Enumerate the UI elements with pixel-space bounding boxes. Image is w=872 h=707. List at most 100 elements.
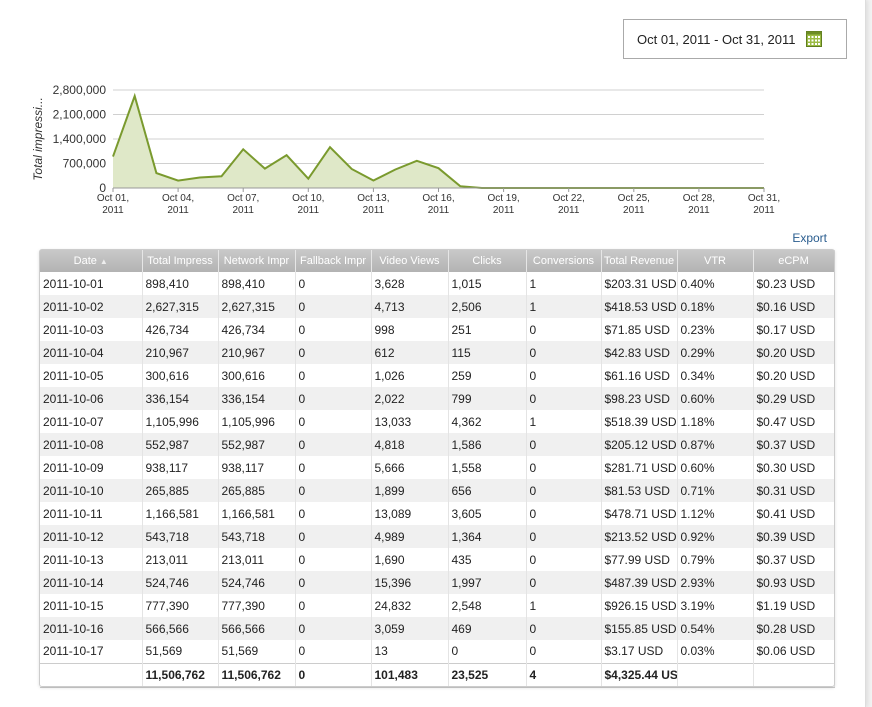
column-header-total-revenue[interactable]: Total Revenue <box>601 250 678 272</box>
table-cell: 4,989 <box>371 525 449 548</box>
column-header-date[interactable]: Date ▲ <box>40 250 143 272</box>
table-row[interactable]: 2011-10-14 524,746 524,746 0 15,396 1,997 0 $48… <box>40 571 835 594</box>
x-tick-label: Oct 10, <box>292 193 324 204</box>
column-header-label: Network Impr <box>223 255 290 267</box>
table-cell: $203.31 USD <box>601 272 678 295</box>
table-cell: 3,628 <box>371 272 449 295</box>
column-header-video-views[interactable]: Video Views <box>371 250 449 272</box>
table-cell: $0.20 USD <box>753 364 835 387</box>
table-row[interactable]: 2011-10-17 51,569 51,569 0 13 0 0 $3.17 USD 0.03… <box>40 640 835 663</box>
table-row[interactable]: 2011-10-11 1,166,581 1,166,581 0 13,089 3,605… <box>40 502 835 525</box>
sort-ascending-icon[interactable]: ▲ <box>99 257 108 266</box>
column-header-label: Fallback Impr <box>299 255 367 267</box>
totals-cell <box>753 662 835 688</box>
table-row[interactable]: 2011-10-03 426,734 426,734 0 998 251 0 $71.85 U… <box>40 318 835 341</box>
date-range-picker[interactable]: Oct 01, 2011 - Oct 31, 2011 <box>623 19 847 59</box>
table-row[interactable]: 2011-10-13 213,011 213,011 0 1,690 435 0 $77.99… <box>40 548 835 571</box>
table-cell: 0.87% <box>677 433 754 456</box>
column-header-clicks[interactable]: Clicks <box>448 250 527 272</box>
table-cell: 0.71% <box>677 479 754 502</box>
table-cell: 300,616 <box>218 364 296 387</box>
x-tick-label-year: 2011 <box>688 205 710 216</box>
table-cell: $0.16 USD <box>753 295 835 318</box>
table-cell: 435 <box>448 548 527 571</box>
table-row[interactable]: 2011-10-10 265,885 265,885 0 1,899 656 0 $81.53… <box>40 479 835 502</box>
table-row[interactable]: 2011-10-05 300,616 300,616 0 1,026 259 0 $61.16… <box>40 364 835 387</box>
table-cell: $0.28 USD <box>753 617 835 640</box>
table-cell: 2011-10-02 <box>40 295 143 318</box>
table-row[interactable]: 2011-10-01 898,410 898,410 0 3,628 1,015 1 $203… <box>40 272 835 295</box>
table-cell: 1.18% <box>677 410 754 433</box>
stats-table: Date ▲ Total Impress Network Impr Fallback I… <box>40 250 835 688</box>
table-cell: 0.03% <box>677 640 754 663</box>
table-cell: 0 <box>295 410 372 433</box>
table-cell: 612 <box>371 341 449 364</box>
table-cell: 1 <box>526 594 602 617</box>
totals-cell: 23,525 <box>448 662 527 688</box>
table-cell: 2011-10-05 <box>40 364 143 387</box>
table-cell: 0 <box>526 479 602 502</box>
table-row[interactable]: 2011-10-09 938,117 938,117 0 5,666 1,558 0 $281… <box>40 456 835 479</box>
table-cell: $0.41 USD <box>753 502 835 525</box>
table-row[interactable]: 2011-10-12 543,718 543,718 0 4,989 1,364 0 $213… <box>40 525 835 548</box>
table-cell: 898,410 <box>218 272 296 295</box>
table-cell: 2.93% <box>677 571 754 594</box>
x-tick-label-year: 2011 <box>167 205 189 216</box>
table-cell: $77.99 USD <box>601 548 678 571</box>
table-cell: 552,987 <box>218 433 296 456</box>
table-cell: $155.85 USD <box>601 617 678 640</box>
column-header-total-impress[interactable]: Total Impress <box>142 250 219 272</box>
table-row[interactable]: 2011-10-06 336,154 336,154 0 2,022 799 0 $98.23… <box>40 387 835 410</box>
table-cell: 2011-10-01 <box>40 272 143 295</box>
table-cell: $0.39 USD <box>753 525 835 548</box>
totals-cell <box>40 662 143 688</box>
table-row[interactable]: 2011-10-15 777,390 777,390 0 24,832 2,548 1 $92… <box>40 594 835 617</box>
column-header-conversions[interactable]: Conversions <box>526 250 602 272</box>
table-cell: $478.71 USD <box>601 502 678 525</box>
table-cell: $0.06 USD <box>753 640 835 663</box>
table-cell: $0.47 USD <box>753 410 835 433</box>
table-row[interactable]: 2011-10-04 210,967 210,967 0 612 115 0 $42.83 U… <box>40 341 835 364</box>
table-cell: 0 <box>295 479 372 502</box>
column-header-label: Total Revenue <box>603 255 675 267</box>
table-cell: $3.17 USD <box>601 640 678 663</box>
export-link[interactable]: Export <box>792 231 827 245</box>
table-cell: 1,015 <box>448 272 527 295</box>
table-cell: 0.60% <box>677 387 754 410</box>
table-cell: 1,166,581 <box>142 502 219 525</box>
column-header-vtr[interactable]: VTR <box>677 250 754 272</box>
table-cell: $71.85 USD <box>601 318 678 341</box>
table-cell: 1,997 <box>448 571 527 594</box>
table-cell: 4,713 <box>371 295 449 318</box>
totals-cell: 4 <box>526 662 602 688</box>
table-cell: 0 <box>295 571 372 594</box>
table-cell: 1 <box>526 295 602 318</box>
x-tick-label-year: 2011 <box>493 205 515 216</box>
y-tick-label: 0 <box>99 181 106 195</box>
x-tick-label-year: 2011 <box>102 205 124 216</box>
table-cell: $0.37 USD <box>753 433 835 456</box>
table-cell: 0 <box>526 640 602 663</box>
table-cell: $487.39 USD <box>601 571 678 594</box>
table-cell: 2011-10-03 <box>40 318 143 341</box>
table-row[interactable]: 2011-10-16 566,566 566,566 0 3,059 469 0 $155.8… <box>40 617 835 640</box>
table-cell: 2011-10-04 <box>40 341 143 364</box>
table-cell: 1,105,996 <box>142 410 219 433</box>
table-row[interactable]: 2011-10-08 552,987 552,987 0 4,818 1,586 0 $205… <box>40 433 835 456</box>
table-row[interactable]: 2011-10-07 1,105,996 1,105,996 0 13,033 4,362… <box>40 410 835 433</box>
column-header-ecpm[interactable]: eCPM <box>753 250 835 272</box>
x-tick-label-year: 2011 <box>623 205 645 216</box>
column-header-label: Conversions <box>532 255 595 267</box>
x-tick-label: Oct 22, <box>553 193 585 204</box>
column-header-fallback-impr[interactable]: Fallback Impr <box>295 250 372 272</box>
series-area <box>113 96 764 188</box>
table-row[interactable]: 2011-10-02 2,627,315 2,627,315 0 4,713 2,506 1… <box>40 295 835 318</box>
table-cell: 426,734 <box>142 318 219 341</box>
column-header-network-impr[interactable]: Network Impr <box>218 250 296 272</box>
table-cell: 543,718 <box>218 525 296 548</box>
x-tick-label-year: 2011 <box>298 205 320 216</box>
x-tick-label-year: 2011 <box>558 205 580 216</box>
table-cell: $0.93 USD <box>753 571 835 594</box>
calendar-icon[interactable] <box>806 31 822 47</box>
